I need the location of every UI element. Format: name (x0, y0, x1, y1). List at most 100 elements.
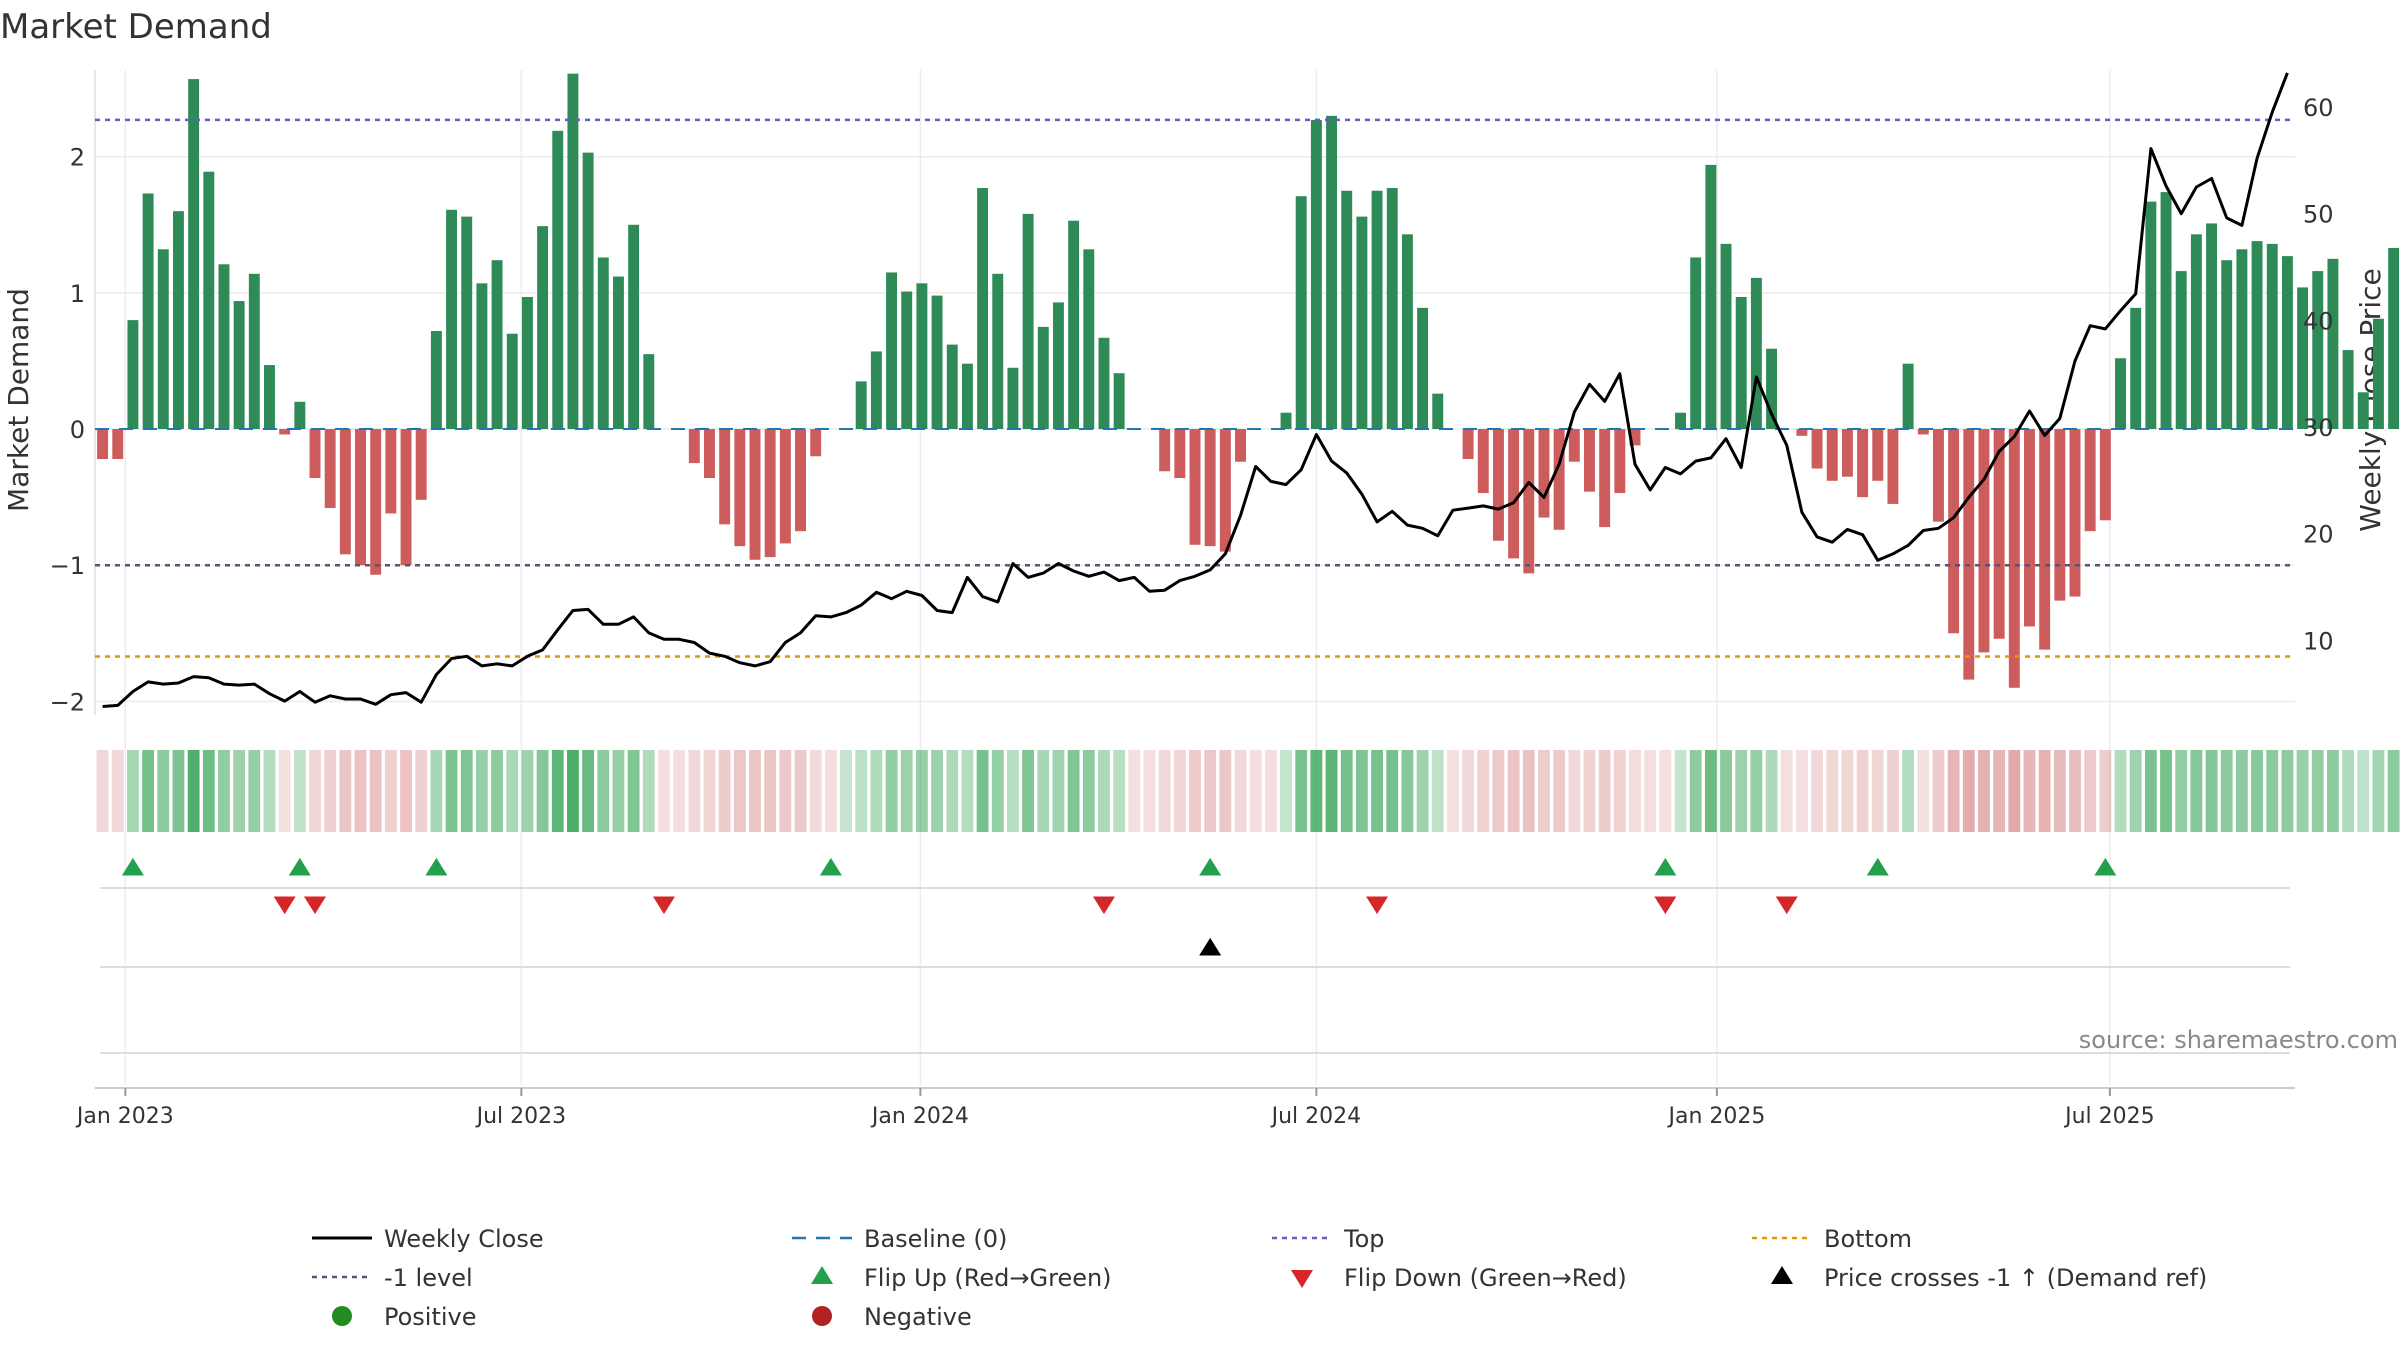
strip-cell (1416, 750, 1429, 832)
strip-cell (460, 750, 473, 832)
strip-cell (536, 750, 549, 832)
strip-cell (1082, 750, 1095, 832)
strip-cell (794, 750, 807, 832)
flip-down-marker (1092, 896, 1115, 915)
demand-bar (1963, 429, 1975, 680)
strip-cell (885, 750, 898, 832)
demand-bar (567, 73, 579, 430)
strip-cell (2311, 750, 2324, 832)
strip-cell (961, 750, 974, 832)
demand-bar (1523, 429, 1535, 574)
strip-cell (324, 750, 337, 832)
demand-bar (2160, 192, 2172, 430)
demand-bars (97, 73, 2400, 688)
y2-tick-label: 60 (2303, 94, 2334, 122)
demand-bar (1113, 373, 1125, 430)
demand-bar (2372, 318, 2384, 430)
legend-swatch (1291, 1270, 1313, 1288)
flip-up-marker (2094, 857, 2117, 876)
strip-cell (703, 750, 716, 832)
demand-bar (992, 273, 1004, 430)
legend-label: -1 level (384, 1264, 473, 1292)
strip-cell (1811, 750, 1823, 832)
strip-cell (1674, 750, 1687, 832)
demand-bar (294, 401, 306, 430)
strip-cell (233, 750, 246, 832)
strip-cell (1492, 750, 1505, 832)
strip-cell (1826, 750, 1839, 832)
strip-cell (445, 750, 458, 832)
strip-cell (1553, 750, 1566, 832)
y-tick-label: 2 (70, 144, 85, 172)
demand-bar (1235, 429, 1246, 462)
demand-bar (2388, 247, 2400, 430)
demand-bar (1993, 429, 2005, 639)
legend-entry: -1 level (312, 1264, 473, 1292)
demand-color-strip (96, 750, 2400, 832)
strip-cell (2190, 750, 2203, 832)
strip-cell (1538, 750, 1550, 832)
demand-bar (1204, 429, 1216, 547)
legend-entry: Flip Down (Green→Red) (1291, 1264, 1627, 1292)
flip-up-marker (1866, 857, 1889, 876)
strip-cell (1962, 750, 1975, 832)
demand-bar (1690, 257, 1702, 430)
legend-label: Price crosses -1 ↑ (Demand ref) (1824, 1264, 2207, 1292)
demand-bar (1083, 249, 1095, 430)
legend-label: Flip Up (Red→Green) (864, 1264, 1112, 1292)
strip-cell (2251, 750, 2263, 832)
x-axis: Jan 2023 Jul 2023 Jan 2024 Jul 2024 Jan 2025… (75, 1087, 2295, 1129)
flip-up-marker (1199, 857, 1222, 876)
demand-bar (2084, 429, 2096, 532)
demand-bar (1766, 348, 1778, 430)
demand-bar (1857, 429, 1869, 498)
y-tick-label: 1 (70, 280, 85, 308)
demand-bar (1068, 220, 1080, 430)
strip-cell (339, 750, 352, 832)
demand-bar (430, 331, 442, 430)
strip-cell (2069, 750, 2081, 832)
demand-bar (612, 276, 624, 430)
demand-bar (537, 226, 549, 430)
strip-cell (127, 750, 139, 832)
event-markers (100, 857, 2290, 1054)
demand-bar (279, 429, 291, 435)
demand-bar (157, 249, 169, 430)
reference-lines (95, 118, 2295, 658)
strip-cell (1871, 750, 1884, 832)
demand-bar (339, 429, 351, 555)
strip-cell (1204, 750, 1217, 832)
strip-cell (931, 750, 943, 832)
demand-bar (1614, 429, 1626, 494)
demand-bar (1022, 213, 1034, 430)
strip-cell (1644, 750, 1657, 832)
legend-swatch (1771, 1266, 1793, 1284)
demand-bar (1629, 429, 1641, 446)
strip-cell (1386, 750, 1399, 832)
demand-bar (324, 429, 336, 509)
demand-bar (1462, 429, 1474, 459)
strip-cell (718, 750, 731, 832)
demand-bar (1189, 429, 1201, 545)
demand-bar (2312, 271, 2324, 430)
demand-bar (810, 429, 822, 457)
strip-cell (202, 750, 215, 832)
strip-cell (809, 750, 822, 832)
x-tick-label: Jan 2025 (1666, 1104, 1765, 1129)
demand-bar (946, 344, 958, 430)
strip-cell (1280, 750, 1292, 832)
legend-swatch (332, 1306, 352, 1326)
y2-tick-label: 10 (2303, 627, 2334, 655)
strip-cell (1720, 750, 1732, 832)
strip-cell (309, 750, 321, 832)
strip-cell (2038, 750, 2051, 832)
demand-bar (1386, 188, 1398, 430)
strip-cell (1659, 750, 1672, 832)
demand-bar (1098, 337, 1110, 430)
demand-bar (2039, 429, 2051, 650)
strip-cell (1234, 750, 1247, 832)
legend: Weekly Close Baseline (0) Top Bottom -1 leve… (312, 1225, 2207, 1331)
strip-cell (142, 750, 155, 832)
strip-cell (2342, 750, 2355, 832)
strip-cell (1568, 750, 1581, 832)
